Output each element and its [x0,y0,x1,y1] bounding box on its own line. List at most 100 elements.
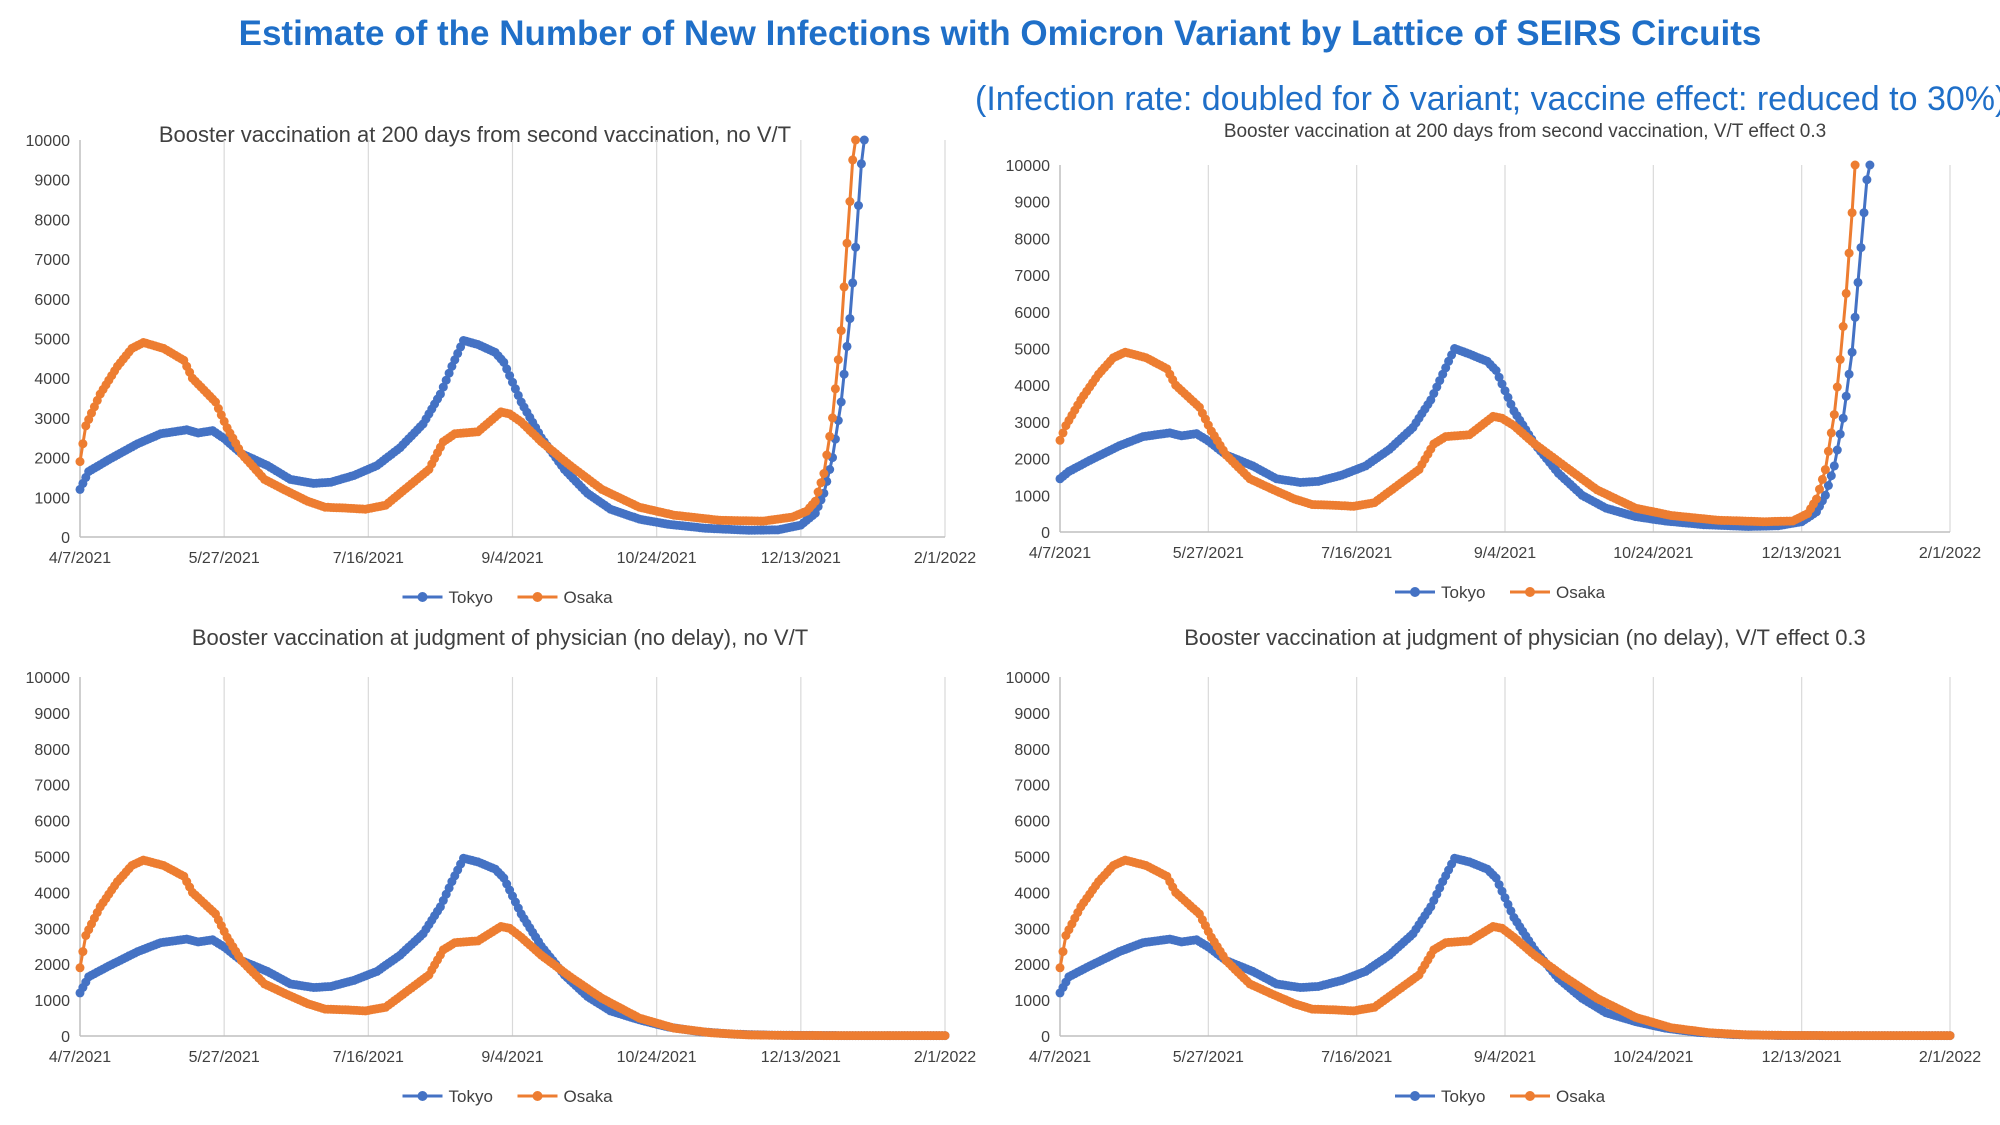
y-tick-label: 9000 [34,173,70,190]
y-tick-label: 5000 [1014,850,1050,867]
legend-marker [1525,587,1535,597]
legend-item: Tokyo [1395,1087,1485,1106]
series-tokyo [1055,160,1875,531]
data-point [1945,1031,1955,1041]
data-point [819,469,829,478]
data-point [851,135,861,145]
x-tick-label: 2/1/2022 [914,550,976,567]
data-point [1835,429,1845,439]
data-point [845,314,855,324]
y-tick-label: 0 [61,1029,70,1046]
chart-title: Booster vaccination at 200 days from sec… [159,122,791,147]
x-tick-label: 9/4/2021 [481,1049,543,1066]
y-tick-label: 1000 [1014,993,1050,1010]
x-tick-label: 5/27/2021 [189,550,260,567]
series-tokyo [75,135,869,535]
chart-title: Booster vaccination at 200 days from sec… [1224,121,1826,142]
legend-label: Tokyo [1441,1087,1485,1106]
data-point [1841,391,1851,401]
y-tick-label: 5000 [34,850,70,867]
chart-panel-1: Booster vaccination at 200 days from sec… [26,122,977,607]
data-point [842,238,852,248]
legend-marker [532,592,543,602]
data-point [1838,413,1848,423]
data-point [851,242,861,252]
x-tick-label: 2/1/2022 [1919,545,1981,562]
y-tick-label: 3000 [34,411,70,428]
chart-panel-3: Booster vaccination at judgment of physi… [26,625,977,1106]
y-tick-label: 10000 [26,133,71,150]
data-point [435,389,445,399]
y-tick-label: 4000 [1014,885,1050,902]
y-tick-label: 4000 [1014,378,1050,395]
legend-item: Osaka [517,588,613,607]
y-tick-label: 8000 [34,742,70,759]
y-tick-label: 9000 [1014,195,1050,212]
x-tick-label: 7/16/2021 [333,1049,404,1066]
y-tick-label: 10000 [1006,158,1051,175]
data-point [1812,494,1821,504]
y-tick-label: 8000 [1014,231,1050,248]
data-point [1850,160,1860,170]
legend-label: Tokyo [449,588,493,607]
x-tick-label: 5/27/2021 [1173,545,1244,562]
data-point [1058,947,1068,957]
legend-item: Osaka [1510,1087,1606,1106]
x-tick-label: 5/27/2021 [189,1049,260,1066]
data-point [1055,963,1065,973]
x-tick-label: 12/13/2021 [761,550,841,567]
legend-marker [417,592,428,602]
x-tick-label: 4/7/2021 [1029,545,1091,562]
data-point [1850,312,1860,322]
y-tick-label: 3000 [1014,921,1050,938]
data-point [1847,347,1857,357]
data-point [1506,399,1516,409]
y-tick-label: 10000 [26,670,71,687]
data-point [828,413,837,423]
y-tick-label: 10000 [1006,670,1051,687]
y-tick-label: 6000 [34,292,70,309]
data-point [1841,288,1851,298]
data-point [1817,474,1827,484]
page-title: Estimate of the Number of New Infections… [238,14,1762,53]
data-point [1832,445,1842,455]
series-line [78,139,858,523]
legend-marker [532,1091,543,1101]
x-tick-label: 7/16/2021 [333,550,404,567]
data-point [816,478,826,488]
data-point [810,496,820,506]
x-tick-label: 12/13/2021 [1762,1049,1842,1066]
y-tick-label: 6000 [1014,305,1050,322]
data-point [856,159,866,169]
x-tick-label: 12/13/2021 [1762,545,1842,562]
legend-item: Tokyo [402,588,493,607]
series-osaka [75,855,950,1041]
data-point [78,439,88,449]
series-line [1059,164,1872,529]
y-tick-label: 2000 [34,451,70,468]
data-point [833,355,843,365]
data-point [839,369,849,379]
data-point [1823,446,1833,456]
data-point [1494,372,1504,382]
x-tick-label: 4/7/2021 [49,550,111,567]
data-point [441,375,451,385]
y-tick-label: 5000 [1014,342,1050,359]
series-osaka [1055,855,1955,1041]
y-tick-label: 0 [1041,1029,1050,1046]
data-point [1503,392,1513,402]
x-tick-label: 4/7/2021 [49,1049,111,1066]
x-tick-label: 9/4/2021 [1474,545,1536,562]
legend-item: Tokyo [402,1087,493,1106]
x-tick-label: 10/24/2021 [617,1049,697,1066]
legend-label: Osaka [564,1087,614,1106]
chart-panel-4: Booster vaccination at judgment of physi… [1006,625,1982,1106]
data-point [1829,461,1839,471]
data-point [1859,208,1869,218]
x-tick-label: 2/1/2022 [914,1049,976,1066]
y-tick-label: 5000 [34,332,70,349]
y-tick-label: 4000 [34,371,70,388]
legend-item: Osaka [517,1087,614,1106]
x-tick-label: 10/24/2021 [1613,1049,1693,1066]
y-tick-label: 7000 [34,778,70,795]
